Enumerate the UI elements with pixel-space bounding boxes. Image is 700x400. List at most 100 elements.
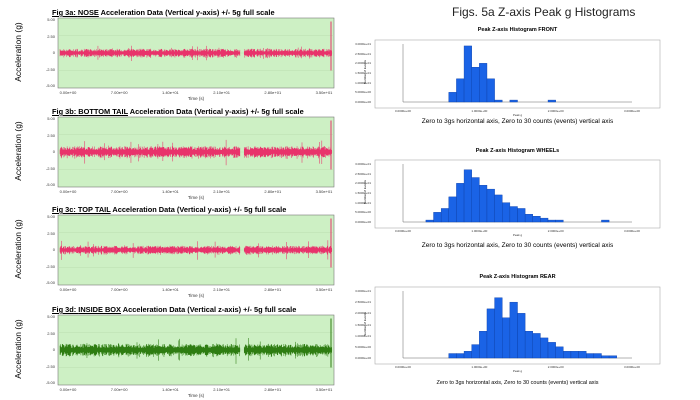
histogram-bar: [547, 219, 556, 223]
histogram-plot: [374, 286, 661, 365]
accel-y-tick: -2.50: [45, 66, 55, 72]
histogram-bar: [608, 355, 617, 359]
accel-y-tick: 5.00: [47, 214, 55, 219]
hist-x-tick: 1.0000e+00: [471, 109, 488, 113]
histogram-caption: Zero to 3gs horizontal axis, Zero to 30 …: [421, 118, 614, 125]
accel-y-tick: 5.00: [47, 17, 55, 22]
histogram-bar: [433, 212, 442, 223]
panel-title-prefix: Fig 3a:: [52, 8, 78, 17]
accel-x-tick: 2.80e+01: [264, 90, 282, 95]
histogram-bar: [555, 219, 564, 223]
histogram-title: Peak Z-axis Histogram REAR: [479, 274, 556, 280]
hist-y-tick: 2.0000e+01: [355, 311, 371, 316]
panel-title-prefix: Fig 3b:: [52, 107, 79, 116]
accel-time-label: Time (s): [187, 393, 205, 398]
accel-x-tick: 1.40e+01: [161, 287, 179, 292]
panel-title-suffix: Acceleration Data (Vertical z-axis) +/- …: [121, 305, 297, 314]
accel-x-tick: 2.10e+01: [213, 287, 230, 292]
histogram-bar: [463, 169, 472, 223]
accel-y-label: Acceleration (g): [13, 219, 23, 279]
histogram-bar: [486, 78, 495, 103]
histogram-plot: [374, 159, 661, 229]
histogram-bar: [463, 45, 472, 103]
accel-x-tick: 0.00e+00: [59, 90, 77, 95]
signal-trace: [59, 139, 332, 166]
accel-x-tick: 2.80e+01: [264, 387, 282, 392]
panel-title-name: NOSE: [77, 8, 99, 17]
histogram-caption: Zero to 3gs horizontal axis, Zero to 30 …: [421, 242, 614, 249]
accel-time-label: Time (s): [187, 293, 205, 298]
hist-y-tick: 1.0000e+01: [355, 80, 371, 85]
histogram-bar: [494, 194, 503, 223]
hist-x-tick: 1.0000e+00: [471, 229, 488, 233]
histogram-bar: [532, 333, 541, 359]
accel-y-label: Acceleration (g): [13, 22, 23, 82]
hist-x-label: Peak g: [512, 369, 523, 373]
accel-panel-title: Fig 3b: BOTTOM TAIL Acceleration Data (V…: [52, 107, 304, 116]
hist-y-tick: 1.5000e+01: [355, 322, 371, 327]
histogram-bar: [593, 353, 602, 359]
hist-y-tick: 1.5000e+01: [355, 191, 371, 195]
accel-x-tick: 2.10e+01: [213, 90, 230, 95]
hist-y-tick: 2.0000e+01: [355, 61, 371, 66]
histogram-bar: [440, 208, 449, 223]
accel-x-tick: 7.00e+00: [110, 189, 128, 194]
hist-y-tick: 2.5000e+01: [355, 171, 371, 176]
accel-y-tick: 5.00: [47, 314, 55, 319]
histogram-title: Peak Z-axis Histogram FRONT: [477, 27, 558, 33]
histogram-bar: [517, 313, 526, 359]
accel-y-tick: 5.00: [47, 116, 55, 121]
accel-panel-title: Fig 3d: INSIDE BOX Acceleration Data (Ve…: [52, 305, 296, 314]
accel-plot: [57, 214, 335, 286]
accel-y-tick: -2.50: [45, 363, 55, 369]
histogram-bar: [502, 317, 511, 359]
accel-x-tick: 0.00e+00: [59, 189, 77, 194]
accel-y-tick: 0: [52, 149, 55, 154]
histogram-caption: Zero to 3gs horizontal axis, Zero to 30 …: [436, 380, 599, 386]
histogram-bar: [517, 208, 526, 223]
hist-y-tick: 2.0000e+01: [355, 181, 371, 186]
histogram-bar: [479, 331, 488, 359]
hist-y-tick: 3.0000e+01: [355, 289, 371, 293]
hist-y-tick: 3.0000e+01: [355, 162, 371, 166]
hist-y-tick: 3.0000e+01: [355, 42, 371, 46]
histogram-bar: [494, 297, 503, 359]
histogram-bar: [448, 353, 457, 359]
signal-trace: [59, 45, 332, 62]
histogram-bar: [601, 219, 610, 223]
accel-y-tick: -5.00: [45, 380, 55, 385]
histogram-bar: [555, 346, 564, 359]
hist-y-tick: 2.5000e+01: [355, 300, 371, 305]
histogram-bar: [540, 337, 549, 359]
hist-x-tick: 2.0000e+00: [547, 229, 564, 233]
hist-x-label: Peak g: [512, 233, 523, 237]
histogram-bar: [509, 99, 518, 103]
accel-y-tick: 0: [52, 50, 55, 55]
accel-x-tick: 1.40e+01: [161, 189, 179, 194]
accel-y-label: Acceleration (g): [13, 121, 23, 181]
plot-frame: [374, 39, 661, 109]
accel-y-tick: 2.50: [47, 230, 55, 236]
hist-x-label: Peak g: [512, 113, 523, 117]
accel-x-tick: 7.00e+00: [110, 387, 128, 392]
accel-x-tick: 2.80e+01: [264, 189, 282, 194]
hist-x-tick: 1.0000e+00: [471, 365, 488, 369]
accel-panel-title: Fig 3a: NOSE Acceleration Data (Vertical…: [52, 8, 275, 17]
hist-y-label: Number of Events: [363, 180, 367, 205]
histogram-bar: [509, 206, 518, 223]
accel-x-tick: 2.80e+01: [264, 287, 282, 292]
hist-y-tick: 2.5000e+01: [355, 51, 371, 56]
hist-x-tick: 2.0000e+00: [547, 109, 564, 113]
panel-title-prefix: Fig 3c:: [52, 205, 78, 214]
histogram-bar: [479, 185, 488, 223]
hist-y-tick: 1.0000e+01: [355, 200, 371, 205]
histogram-bar: [456, 183, 465, 223]
panel-title-name: TOP TAIL: [77, 205, 111, 214]
histogram-bar: [540, 217, 549, 223]
accel-x-tick: 1.40e+01: [161, 387, 179, 392]
histogram-plot: [374, 39, 661, 109]
hist-x-tick: 3.0000e+00: [624, 109, 640, 113]
histogram-bar: [601, 355, 610, 359]
histogram-bar: [486, 308, 495, 359]
hist-y-tick: 1.5000e+01: [355, 71, 371, 75]
